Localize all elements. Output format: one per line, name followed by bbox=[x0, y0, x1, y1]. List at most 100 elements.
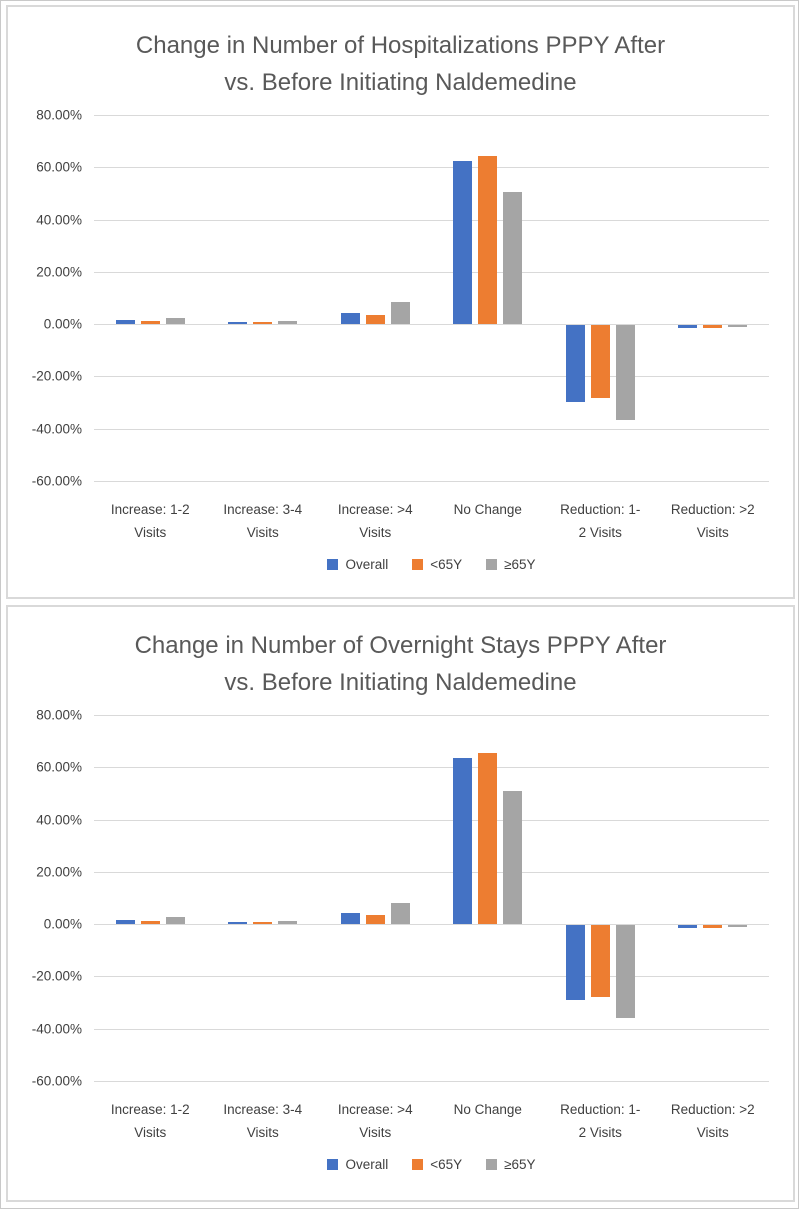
x-axis-category-labels: Increase: 1-2 Visits Increase: 3-4 Visits In… bbox=[94, 498, 769, 544]
chart-title-line-1: Change in Number of Hospitalizations PPP… bbox=[135, 32, 666, 59]
x-axis-category-label: Increase: >4 Visits bbox=[319, 1098, 432, 1144]
bar-65y bbox=[390, 302, 410, 325]
x-axis-category-label: No Change bbox=[432, 498, 545, 544]
bar-overall bbox=[115, 319, 135, 325]
plot-area: 80.00% 60.00% 40.00% 20.00% 0.00% -20.00% -40.… bbox=[8, 708, 793, 1089]
x-axis-category-label-line: Visits bbox=[246, 1125, 279, 1140]
gridline bbox=[94, 167, 769, 169]
bar-65y bbox=[590, 325, 610, 399]
gridline bbox=[94, 1028, 769, 1030]
x-axis-category-label-line: No Change bbox=[453, 1102, 522, 1117]
bar-overall bbox=[228, 922, 248, 925]
y-axis-tick-label: 80.00% bbox=[36, 107, 82, 123]
gridline bbox=[94, 481, 769, 482]
legend-marker-square bbox=[412, 559, 424, 570]
x-axis-category-label-line: Visits bbox=[359, 1125, 392, 1140]
gridline bbox=[94, 871, 769, 873]
y-axis-tick-label: 0.00% bbox=[43, 916, 82, 932]
chart-title-line-2: vs. Before Initiating Naldemedine bbox=[224, 669, 577, 696]
x-axis-category-label-line: 2 Visits bbox=[578, 1125, 622, 1140]
x-axis-category-label-line: Visits bbox=[359, 525, 392, 540]
bar-65y bbox=[590, 925, 610, 998]
bar-65y bbox=[478, 155, 498, 325]
x-axis-category-label-line: Reduction: >2 bbox=[670, 1102, 755, 1117]
gridline bbox=[94, 976, 769, 978]
bar-65y bbox=[615, 325, 635, 420]
bar-group bbox=[432, 115, 545, 481]
chart-title: Change in Number of Overnight Stays PPPY… bbox=[8, 627, 793, 701]
x-axis-category-label-line: Visits bbox=[134, 1125, 167, 1140]
bar-65y bbox=[165, 317, 185, 325]
bar-overall bbox=[678, 325, 698, 328]
chart-panel-hospitalizations: Change in Number of Hospitalizations PPP… bbox=[6, 5, 795, 599]
gridline bbox=[94, 324, 769, 326]
bar-65y bbox=[365, 314, 385, 325]
bar-group bbox=[544, 115, 657, 481]
bar-65y bbox=[390, 902, 410, 925]
x-axis-category-label-line: Increase: 1-2 bbox=[110, 502, 190, 517]
x-axis-category-label-line: Increase: >4 bbox=[337, 502, 413, 517]
gridline bbox=[94, 819, 769, 821]
bar-65y bbox=[365, 915, 385, 925]
x-axis-category-label: Reduction: 1- 2 Visits bbox=[544, 1098, 657, 1144]
bar-group bbox=[657, 715, 770, 1081]
bar-65y bbox=[703, 325, 723, 329]
x-axis-category-label-line: Reduction: 1- bbox=[560, 502, 641, 517]
bar-65y bbox=[165, 917, 185, 925]
x-axis-category-label: Increase: 3-4 Visits bbox=[207, 1098, 320, 1144]
bar-65y bbox=[503, 790, 523, 925]
chart-title-line-1: Change in Number of Overnight Stays PPPY… bbox=[134, 632, 667, 659]
bar-group bbox=[207, 115, 320, 481]
x-axis-category-label-line: Visits bbox=[134, 525, 167, 540]
y-axis-tick-label: 0.00% bbox=[43, 316, 82, 332]
x-axis-category-label: Reduction: >2 Visits bbox=[657, 498, 770, 544]
x-axis-category-label: Increase: >4 Visits bbox=[319, 498, 432, 544]
y-axis-tick-label: -40.00% bbox=[31, 1021, 82, 1037]
y-axis-tick-label: -60.00% bbox=[31, 473, 82, 489]
legend-marker-square bbox=[327, 559, 339, 570]
chart-title: Change in Number of Hospitalizations PPP… bbox=[8, 27, 793, 101]
bar-65y bbox=[728, 325, 748, 327]
y-axis-tick-label: 20.00% bbox=[36, 864, 82, 880]
x-axis-category-label-line: 2 Visits bbox=[578, 525, 622, 540]
gridline bbox=[94, 715, 769, 716]
x-axis-category-label-line: Increase: 3-4 bbox=[223, 502, 303, 517]
legend-marker-square bbox=[486, 1159, 498, 1170]
x-axis-category-labels: Increase: 1-2 Visits Increase: 3-4 Visits In… bbox=[94, 1098, 769, 1144]
bar-65y bbox=[478, 753, 498, 925]
plot-area: 80.00% 60.00% 40.00% 20.00% 0.00% -20.00% -40.… bbox=[8, 108, 793, 489]
gridline bbox=[94, 924, 769, 926]
x-axis-category-label: Reduction: 1- 2 Visits bbox=[544, 498, 657, 544]
y-axis-tick-label: -60.00% bbox=[31, 1073, 82, 1089]
y-axis-tick-label: 80.00% bbox=[36, 707, 82, 723]
legend-label: <65Y bbox=[430, 557, 463, 572]
bar-65y bbox=[278, 321, 298, 325]
x-axis-category-label-line: Increase: >4 bbox=[337, 1102, 413, 1117]
bar-group bbox=[319, 115, 432, 481]
bar-overall bbox=[228, 322, 248, 325]
legend-label: Overall bbox=[345, 557, 389, 572]
bar-group bbox=[94, 715, 207, 1081]
bar-overall bbox=[115, 919, 135, 925]
gridline bbox=[94, 1081, 769, 1082]
bar-65y bbox=[615, 925, 635, 1018]
x-axis-category-label-line: No Change bbox=[453, 502, 522, 517]
bar-65y bbox=[728, 925, 748, 927]
bar-group bbox=[432, 715, 545, 1081]
y-axis-tick-label: 60.00% bbox=[36, 159, 82, 175]
x-axis-category-label: Reduction: >2 Visits bbox=[657, 1098, 770, 1144]
bar-65y bbox=[503, 192, 523, 325]
legend-marker-square bbox=[486, 559, 498, 570]
bar-65y bbox=[253, 322, 273, 325]
bar-group bbox=[319, 715, 432, 1081]
bar-overall bbox=[565, 325, 585, 402]
bar-group bbox=[544, 715, 657, 1081]
legend-item: Overall bbox=[327, 557, 388, 572]
legend-label: ≥65Y bbox=[504, 1157, 536, 1172]
y-axis-tick-label: 20.00% bbox=[36, 264, 82, 280]
bar-overall bbox=[340, 913, 360, 925]
y-axis-tick-label: 40.00% bbox=[36, 212, 82, 228]
bar-65y bbox=[140, 921, 160, 925]
bar-groups bbox=[94, 115, 769, 481]
